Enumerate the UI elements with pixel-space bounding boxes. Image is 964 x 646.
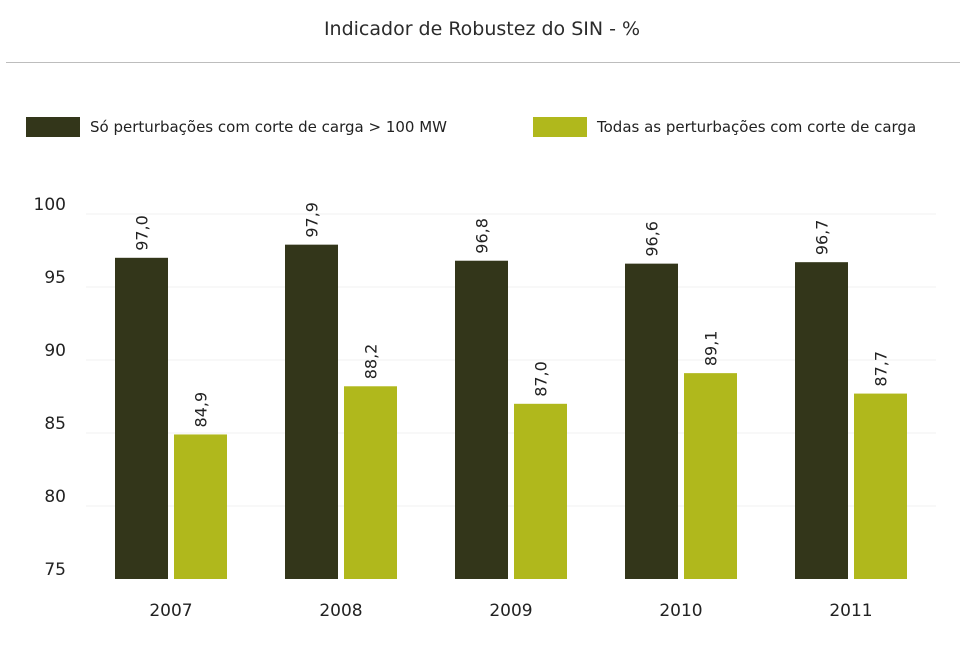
- chart-title: Indicador de Robustez do SIN - %: [323, 18, 641, 40]
- x-tick-label: 2009: [489, 601, 532, 621]
- legend-swatch-series-2: [533, 117, 587, 137]
- data-label: 96,6: [643, 221, 662, 257]
- y-tick-label: 100: [34, 195, 66, 215]
- data-label: 96,8: [473, 218, 492, 254]
- legend-label-series-2: Todas as perturbações com corte de carga: [597, 118, 917, 136]
- data-label: 87,7: [872, 351, 891, 387]
- legend-label-series-1: Só perturbações com corte de carga > 100…: [90, 118, 448, 136]
- y-tick-label: 95: [44, 268, 66, 288]
- bar: [285, 244, 338, 579]
- bar: [854, 393, 907, 579]
- bar: [455, 260, 508, 579]
- data-label: 97,0: [133, 215, 152, 251]
- bar: [174, 434, 227, 579]
- bar: [684, 373, 737, 579]
- data-label: 96,7: [813, 220, 832, 256]
- title-divider: [6, 62, 960, 63]
- legend-item-series-1: Só perturbações com corte de carga > 100…: [26, 116, 447, 138]
- y-tick-label: 80: [44, 487, 66, 507]
- data-label: 88,2: [362, 344, 381, 380]
- bar: [795, 262, 848, 579]
- legend-swatch-series-1: [26, 117, 80, 137]
- x-tick-label: 2011: [829, 601, 872, 621]
- bar: [115, 257, 168, 579]
- data-label: 89,1: [702, 331, 721, 367]
- x-tick-label: 2008: [319, 601, 362, 621]
- x-tick-label: 2010: [659, 601, 702, 621]
- data-label: 87,0: [532, 361, 551, 397]
- bar: [625, 263, 678, 579]
- x-tick-label: 2007: [149, 601, 192, 621]
- data-label: 97,9: [303, 202, 322, 238]
- bar: [344, 386, 397, 579]
- bar: [514, 403, 567, 579]
- y-tick-label: 90: [44, 341, 66, 361]
- data-label: 84,9: [192, 392, 211, 428]
- y-tick-label: 75: [44, 560, 66, 580]
- y-tick-label: 85: [44, 414, 66, 434]
- legend-item-series-2: Todas as perturbações com corte de carga: [533, 116, 916, 138]
